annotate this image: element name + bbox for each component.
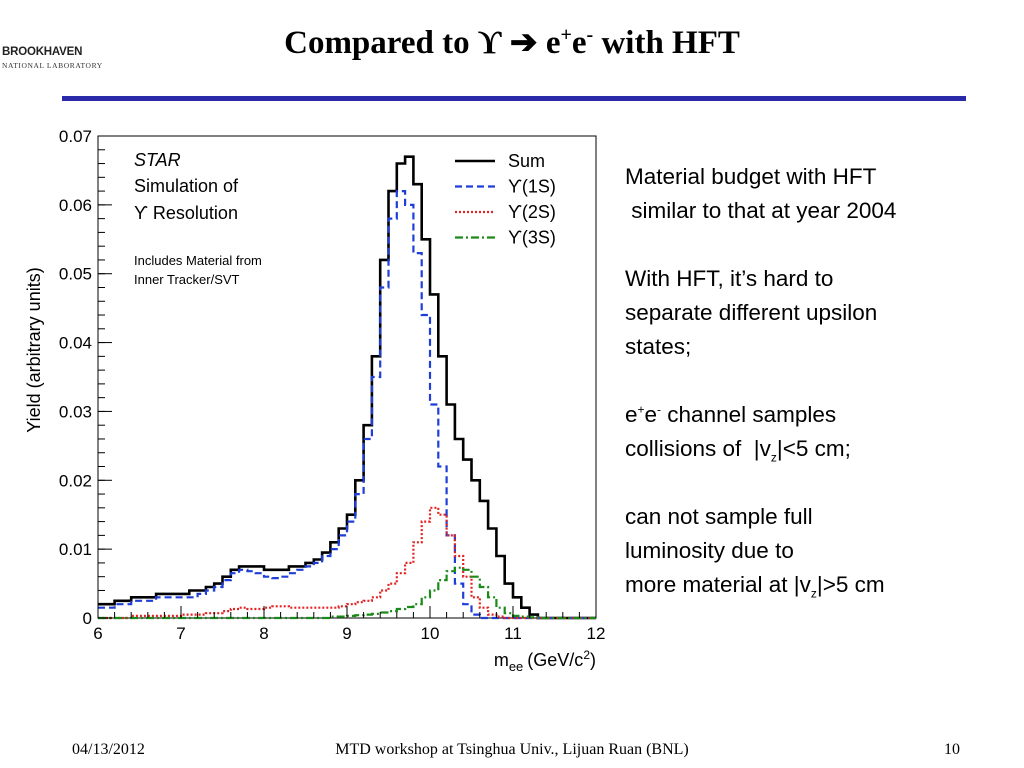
y-tick-label: 0.07 [59,127,92,146]
legend-label: Sum [508,151,545,171]
note-line-9: luminosity due to [625,538,794,563]
x-tick-label: 12 [587,624,606,643]
x-tick-label: 10 [421,624,440,643]
note-line-5: states; [625,334,692,359]
x-tick-label: 8 [259,624,268,643]
title-plus: + [560,24,572,46]
logo-name: BROOKHAVEN [2,46,83,58]
legend-label: ϒ(2S) [508,202,556,222]
note10-pre: more material at |v [625,572,811,597]
note-line-8: can not sample full [625,504,813,529]
note-line-7: collisions of |vz|<5 cm; [625,432,1015,466]
y-tick-label: 0.03 [59,402,92,421]
x-label-main: m [494,650,509,670]
slide-title: Compared to ϒ ➔ e+e- with HFT [0,22,1024,62]
series-line-3 [98,566,596,620]
legend-label: ϒ(3S) [508,228,556,248]
footer-center: MTD workshop at Tsinghua Univ., Lijuan R… [335,741,689,758]
note7-post: |<5 cm; [776,436,851,461]
histogram-series [98,155,596,620]
footer-page-number: 10 [944,741,960,758]
note-line-1: Material budget with HFT [625,164,877,189]
note-line-10: more material at |vz|>5 cm [625,568,1015,602]
y-tick-label: 0.06 [59,196,92,215]
x-tick-label: 9 [342,624,351,643]
note-line-2: similar to that at year 2004 [625,198,897,223]
note6-minus: - [657,402,662,417]
y-tick-label: 0.01 [59,540,92,559]
title-minus: - [586,24,594,46]
note-spacer [625,364,1015,398]
slide-notes: Material budget with HFT similar to that… [625,160,1015,602]
title-e2: e [571,25,587,61]
title-post: with HFT [593,25,740,61]
note6-plus: + [637,402,645,417]
x-label-sup: 2 [583,648,590,662]
annotation-resolution: ϒ Resolution [134,203,238,223]
x-label-close: ) [590,650,596,670]
note7-pre: collisions of |v [625,436,771,461]
y-tick-label: 0.04 [59,334,92,353]
y-tick-label: 0.05 [59,265,92,284]
title-e1: e [537,25,561,61]
note6-e1: e [625,402,638,427]
mass-histogram-chart: 6 7 8 9 10 11 1200.010.020.030.040.050.060.07 … [24,127,606,674]
note-line-3: With HFT, it’s hard to [625,266,834,291]
note-spacer [625,228,1015,262]
title-divider [62,96,966,101]
right-arrow-icon: ➔ [509,25,538,61]
brookhaven-logo: BROOKHAVEN NATIONAL LABORATORY [2,46,114,82]
chart-legend: Sum ϒ(1S) ϒ(2S) ϒ(3S) [455,151,556,248]
legend-label: ϒ(1S) [508,177,556,197]
x-tick-label: 7 [176,624,185,643]
annotation-includes: Includes Material from [134,253,262,268]
note-line-6: e+e- channel samples [625,398,1015,432]
annotation-simulation: Simulation of [134,176,239,196]
x-tick-label: 6 [93,624,102,643]
note-spacer [625,466,1015,500]
x-label-sub: ee [509,659,523,674]
x-label-unit: (GeV/c [527,650,583,670]
annotation-tracker: Inner Tracker/SVT [134,272,240,287]
footer-date: 04/13/2012 [72,741,145,758]
x-tick-label: 11 [504,624,522,643]
note7-sub: z [770,450,777,465]
x-axis-label: mee (GeV/c2) [494,648,596,674]
note6-rest: channel samples [661,402,837,427]
y-axis-label: Yield (arbitrary units) [24,267,44,432]
series-line-2 [98,506,596,620]
note10-post: |>5 cm [816,572,885,597]
y-tick-label: 0.02 [59,471,92,490]
note10-sub: z [810,586,817,601]
y-tick-label: 0 [83,609,92,628]
note6-e2: e [644,402,658,427]
series-line-1 [98,190,596,620]
axis-ticks: 6 7 8 9 10 11 12 0 0.01 0.02 0.03 0.04 0.05 0.06 0.07 [59,127,606,643]
logo-subtitle: NATIONAL LABORATORY [2,61,103,70]
note-line-4: separate different upsilon [625,300,878,325]
annotation-star: STAR [134,150,181,170]
title-pre: Compared to ϒ [284,25,510,61]
series-line-0 [98,155,596,620]
